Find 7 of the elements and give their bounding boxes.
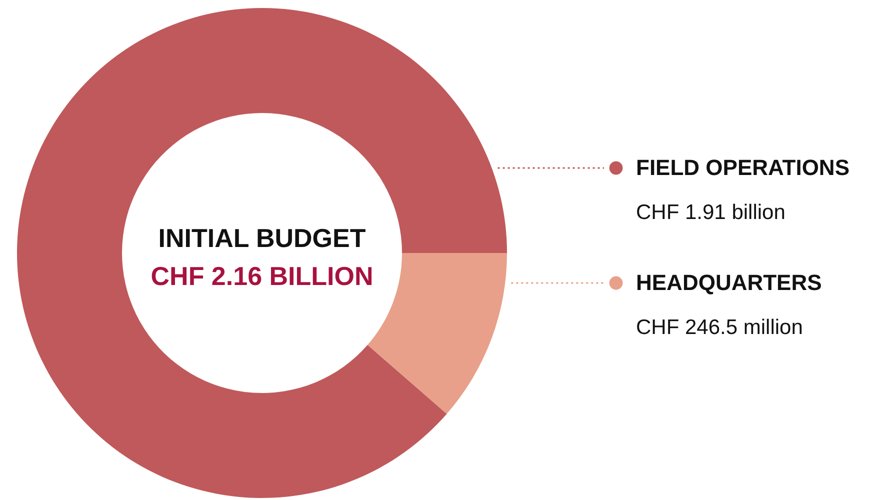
data-label: CHF 1.91 billion	[636, 201, 786, 224]
legend-label: FIELD OPERATIONS	[636, 155, 850, 180]
text: INITIAL BUDGET	[158, 223, 366, 253]
text: CHF 2.16 BILLION	[150, 261, 374, 291]
donut-slice	[17, 8, 507, 498]
data-label: CHF 246.5 million	[636, 316, 803, 339]
legend-label: HEADQUARTERS	[636, 270, 822, 295]
